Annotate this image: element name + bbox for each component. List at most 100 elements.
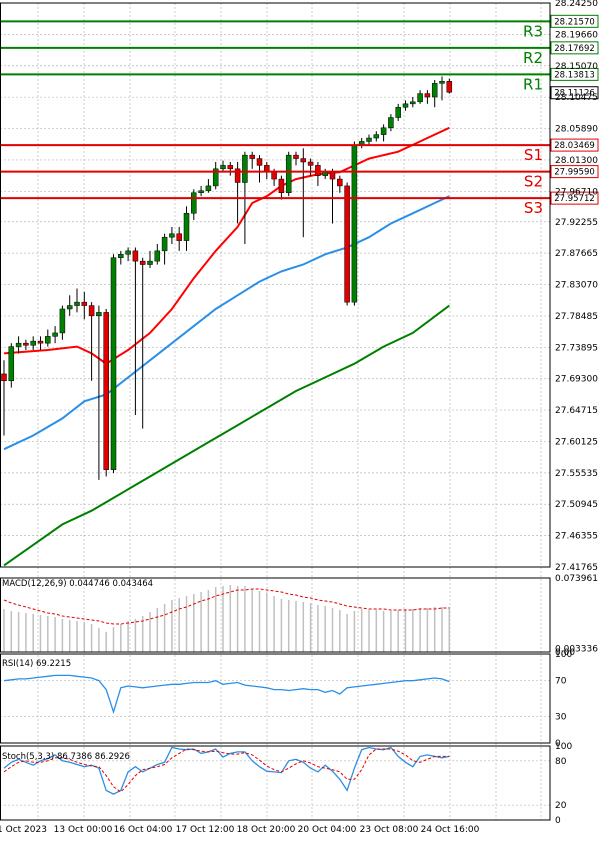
candle-body	[66, 305, 73, 310]
stoch-k-line	[3, 746, 450, 795]
price-tick-label: 27.46355	[555, 532, 598, 542]
candle-body	[125, 250, 131, 255]
candle-body	[96, 312, 102, 317]
candle-body	[110, 257, 117, 470]
moving-average-line-1	[3, 126, 450, 365]
candle-body	[198, 190, 204, 193]
candle-body	[439, 81, 445, 84]
candle-body	[52, 332, 58, 337]
macd-tick-label: 0.073961	[555, 574, 598, 584]
candle-body	[307, 161, 314, 166]
candle-body	[410, 101, 416, 105]
candle-body	[132, 250, 139, 262]
stoch-d-line	[3, 748, 450, 793]
moving-average-line-3	[3, 304, 450, 567]
price-tick-label: 27.55535	[555, 469, 598, 479]
candle-body	[256, 158, 263, 166]
price-tick-label: 27.87665	[555, 249, 598, 259]
panel-frame	[0, 577, 551, 653]
moving-average-line-2	[3, 195, 450, 451]
level-tag-box	[550, 14, 599, 28]
x-axis-label: 13 Oct 00:00	[54, 825, 113, 835]
candle-body	[388, 117, 394, 129]
candle-body	[278, 178, 285, 193]
level-tag-s3: 27.95712	[554, 194, 595, 204]
last-price-label: 28.11126	[554, 89, 595, 99]
candle-body	[59, 308, 66, 334]
macd-title: MACD(12,26,9) 0.044746 0.043464	[2, 579, 153, 589]
candle-body	[23, 342, 29, 346]
price-tick-label: 27.78485	[555, 312, 598, 322]
candle-body	[205, 185, 212, 191]
level-tag-box	[550, 191, 599, 205]
x-axis-label: 20 Oct 04:00	[298, 825, 357, 835]
rsi-tick-label: 30	[555, 712, 567, 722]
panel-frame	[0, 653, 551, 744]
level-tag-s1: 28.03469	[554, 141, 595, 151]
panel-frames	[0, 2, 551, 821]
price-tick-label: 27.96710	[555, 187, 598, 197]
stoch-tick-label: 20	[555, 801, 567, 811]
price-tick-label: 28.10475	[555, 93, 598, 103]
level-tag-box	[550, 138, 599, 152]
candle-body	[380, 127, 387, 135]
panel-frame	[0, 2, 551, 568]
last-price-box	[550, 86, 599, 100]
price-tick-label: 27.83070	[555, 281, 598, 291]
price-tick-label: 27.69300	[555, 375, 598, 385]
rsi-tick-label: 100	[555, 650, 572, 660]
x-axis-label: 16 Oct 04:00	[114, 825, 173, 835]
price-panel: R3 28.21570 R2 28.17692 R1 28.13813 S1 28.03469…	[0, 14, 599, 567]
candle-body	[395, 107, 401, 118]
price-tick-label: 28.01300	[555, 156, 598, 166]
candle-body	[234, 168, 241, 183]
rsi-tick-label: 0	[555, 739, 561, 749]
price-tick-label: 27.60125	[555, 437, 598, 447]
rsi-tick-label: 70	[555, 677, 567, 687]
level-tag-r2: 28.17692	[554, 44, 595, 54]
pivot-levels: R3 28.21570 R2 28.17692 R1 28.13813 S1 28.03469…	[0, 14, 599, 217]
panel-frame	[0, 745, 551, 821]
candle-body	[30, 340, 36, 346]
macd-tick-label: 0.00	[555, 648, 575, 658]
price-tick-label: 27.73895	[555, 343, 598, 353]
rsi-title: RSI(14) 69.2215	[2, 659, 71, 669]
candle-body	[227, 165, 234, 170]
candle-body	[15, 342, 22, 347]
candle-body	[337, 178, 343, 187]
candle-body	[249, 154, 255, 159]
candle-body	[322, 171, 328, 176]
x-axis-label: 17 Oct 12:00	[176, 825, 235, 835]
x-axis-label: 23 Oct 08:00	[360, 825, 419, 835]
grid-lines	[0, 2, 550, 820]
candle-body	[74, 301, 80, 306]
candle-body	[431, 83, 438, 98]
price-tick-label: 28.24250	[555, 0, 598, 9]
candle-body	[293, 154, 299, 159]
level-name-s3: S3	[524, 199, 543, 217]
price-tick-label: 28.05890	[555, 125, 598, 135]
candle-body	[161, 236, 168, 252]
stoch-tick-label: 100	[555, 742, 572, 752]
level-name-s2: S2	[524, 173, 543, 191]
candle-body	[154, 250, 161, 262]
level-tag-box	[550, 165, 599, 179]
price-tick-label: 28.19660	[555, 30, 598, 40]
candle-body	[285, 154, 292, 193]
candle-body	[366, 137, 372, 142]
candle-body	[351, 144, 358, 303]
level-name-s1: S1	[524, 146, 543, 164]
level-tag-r3: 28.21570	[554, 17, 595, 27]
candle-body	[118, 254, 124, 258]
x-axis-labels: 1 Oct 2023 13 Oct 00:00 16 Oct 04:00 17 Oct…	[0, 825, 480, 835]
level-name-r3: R3	[523, 22, 543, 40]
level-name-r2: R2	[523, 49, 543, 67]
level-tag-box	[550, 41, 599, 55]
macd-tick-label: 0.003336	[555, 645, 598, 655]
price-tick-label: 27.64715	[555, 406, 598, 416]
x-axis-label: 18 Oct 20:00	[237, 825, 296, 835]
candle-body	[424, 93, 431, 98]
rsi-panel	[3, 674, 450, 715]
candle-body	[329, 171, 336, 180]
